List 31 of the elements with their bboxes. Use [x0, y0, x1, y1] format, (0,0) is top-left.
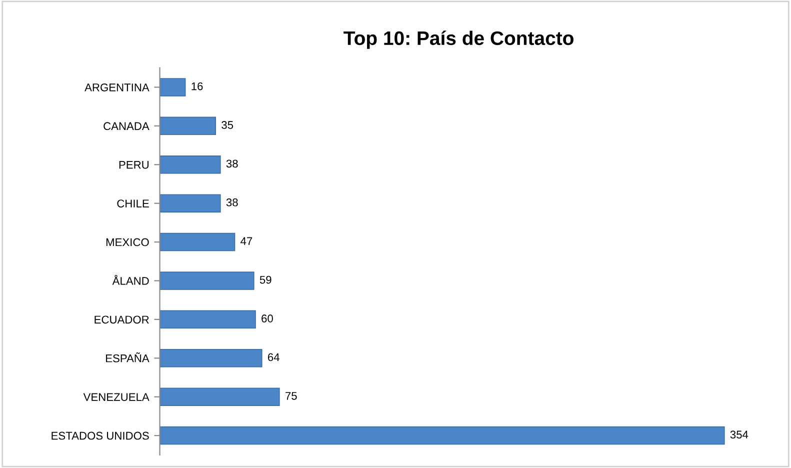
data-label: 47: [240, 237, 252, 245]
bar: [160, 426, 725, 445]
y-tick-label: ECUADOR: [94, 316, 149, 324]
y-tick-label: ARGENTINA: [84, 83, 150, 92]
y-tick-label: ESTADOS UNIDOS: [52, 432, 149, 440]
bar: [160, 272, 254, 290]
y-tick-label: VENEZUELA: [83, 393, 150, 401]
bar: [160, 349, 262, 368]
bar: [160, 388, 280, 406]
data-label: 35: [222, 121, 234, 129]
y-tick-label: CHILE: [117, 200, 149, 208]
data-label: 64: [268, 353, 280, 362]
data-label: 60: [262, 314, 273, 322]
data-label: 38: [226, 160, 238, 168]
data-label: 38: [226, 198, 238, 206]
data-label: 75: [286, 392, 297, 400]
bar: [160, 310, 256, 329]
y-tick-label: ESPAÑA: [106, 352, 150, 362]
bar: [160, 116, 216, 136]
data-label: 16: [192, 82, 203, 90]
y-tick-label: MEXICO: [106, 238, 149, 246]
bar: [160, 78, 186, 96]
y-tick-label: PERU: [119, 161, 149, 169]
bar: [160, 232, 236, 252]
data-label: 59: [260, 276, 272, 284]
y-tick-label: ÅLAND: [112, 275, 149, 285]
chart-title: Top 10: País de Contacto: [344, 30, 574, 49]
bar: [160, 155, 221, 174]
bar: [160, 194, 221, 212]
data-label: 354: [730, 430, 748, 439]
y-tick-label: CANADA: [104, 122, 150, 130]
